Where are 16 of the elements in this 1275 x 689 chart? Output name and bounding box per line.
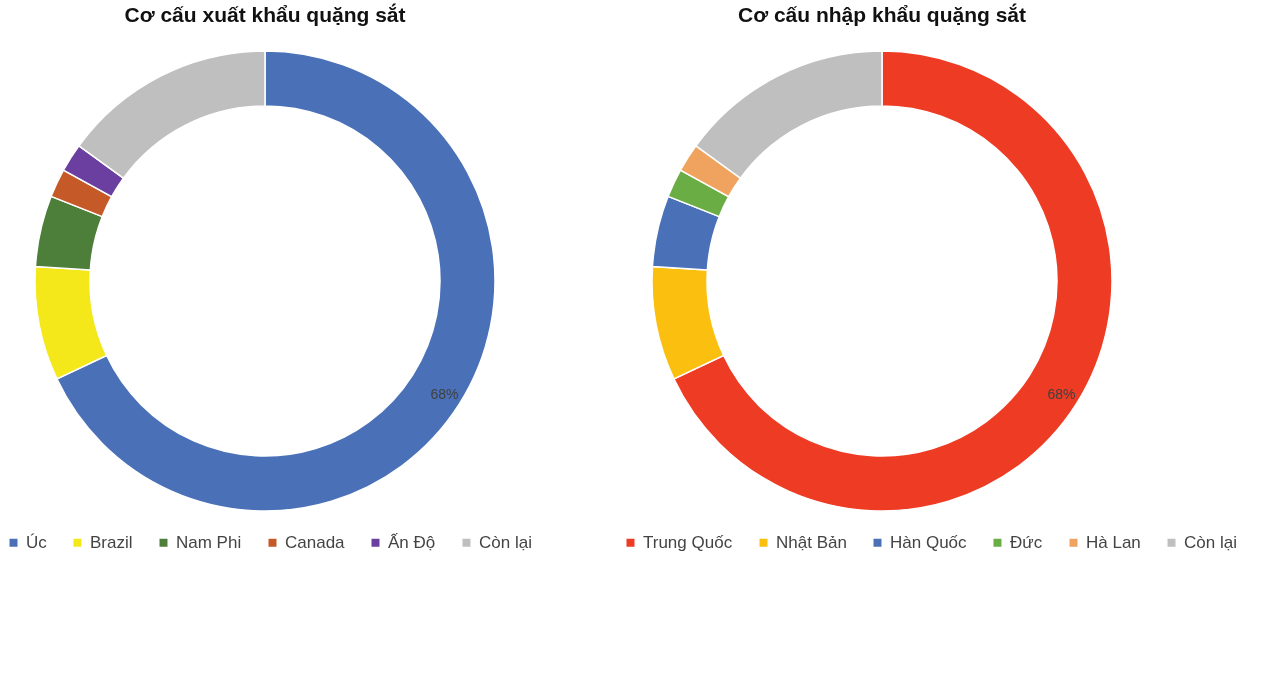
legend-label: Hàn Quốc bbox=[890, 532, 968, 552]
legend-label: Đức bbox=[1010, 532, 1043, 552]
data-label: 68% bbox=[430, 385, 459, 402]
legend-label: Úc bbox=[26, 532, 48, 552]
legend-label: Brazil bbox=[90, 532, 133, 552]
data-label: 68% bbox=[1047, 385, 1076, 402]
legend-label: Hà Lan bbox=[1086, 532, 1141, 552]
chart-title: Cơ cấu xuất khẩu quặng sắt bbox=[124, 3, 406, 26]
legend-label: Còn lại bbox=[479, 532, 532, 552]
legend-label: Nhật Bản bbox=[776, 532, 847, 552]
legend-label: Còn lại bbox=[1184, 532, 1237, 552]
legend-label: Canada bbox=[285, 532, 346, 552]
legend-label: Nam Phi bbox=[176, 532, 242, 552]
chart-title: Cơ cấu nhập khẩu quặng sắt bbox=[738, 3, 1026, 26]
legend-label: Trung Quốc bbox=[643, 532, 733, 552]
legend-label: Ấn Độ bbox=[388, 532, 436, 552]
